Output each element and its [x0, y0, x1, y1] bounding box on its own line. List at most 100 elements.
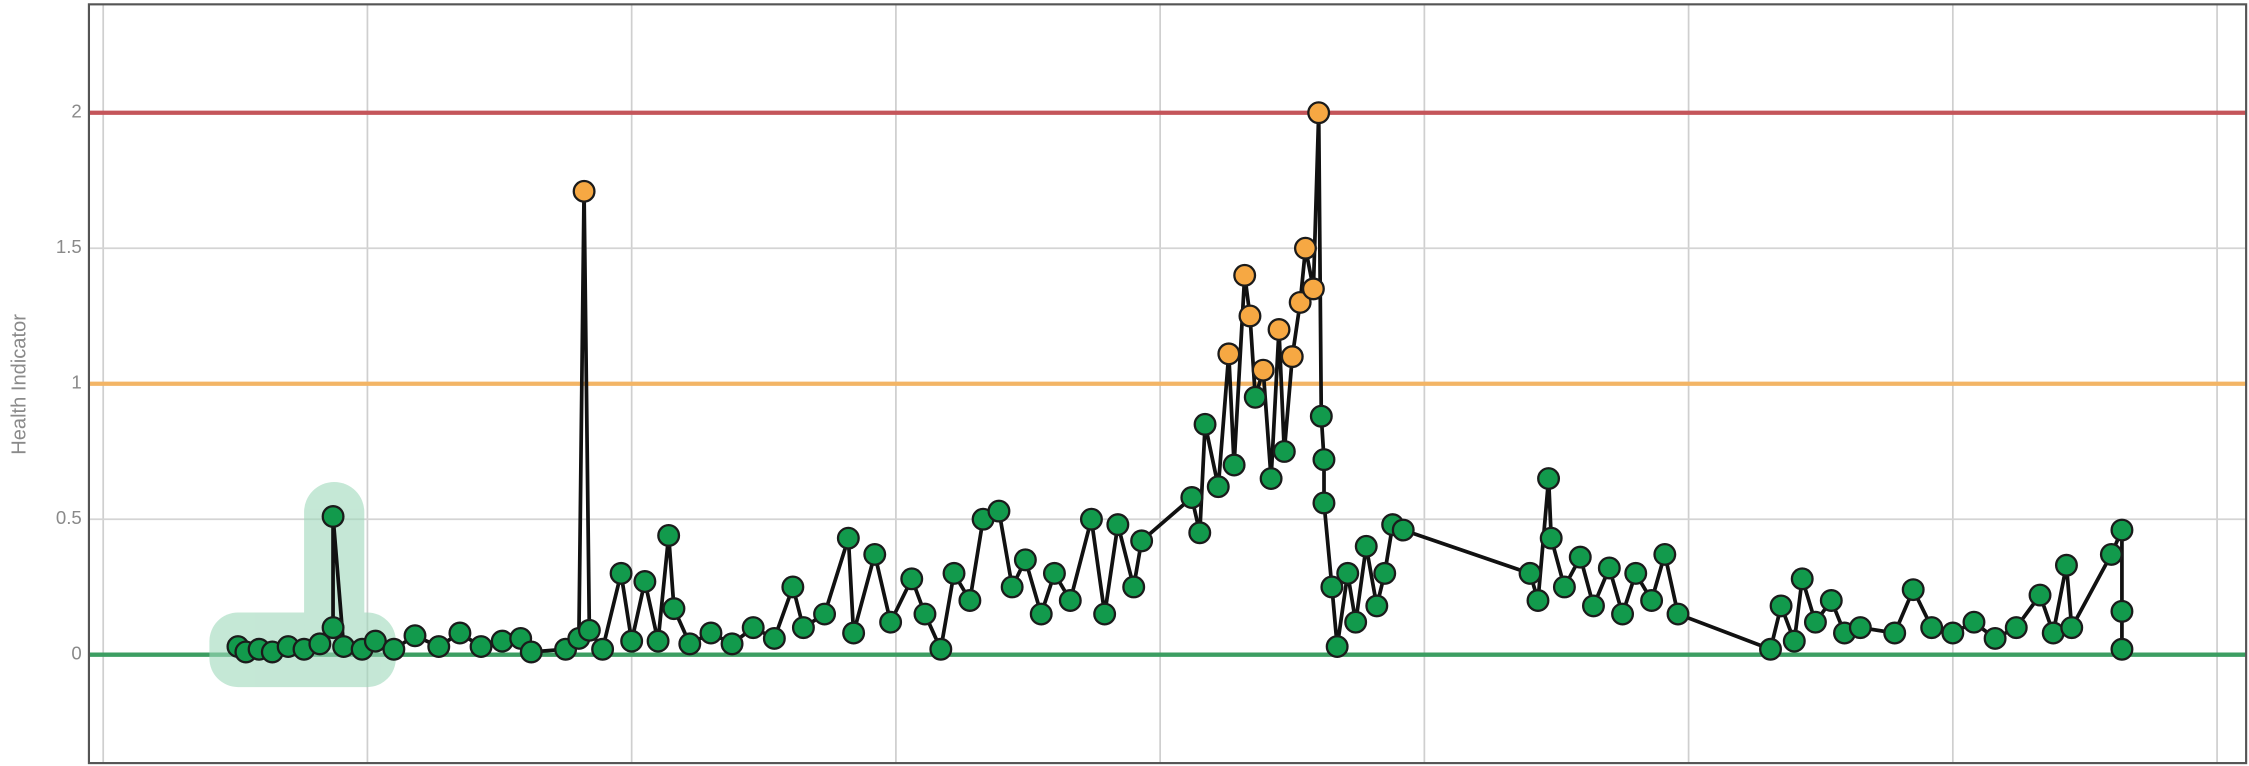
data-point	[813, 602, 837, 626]
data-point	[1093, 602, 1117, 626]
data-point	[1640, 589, 1664, 612]
data-point	[900, 567, 924, 591]
data-point	[1568, 545, 1592, 569]
data-point	[720, 632, 744, 656]
data-point	[1526, 589, 1550, 612]
data-point	[762, 626, 786, 650]
data-point	[646, 629, 670, 653]
y-tick-label: 2	[71, 101, 81, 122]
data-point	[577, 618, 601, 642]
data-point	[1365, 594, 1389, 618]
y-axis-title: Health Indicator	[8, 314, 30, 455]
data-point	[1941, 621, 1965, 645]
data-point	[2060, 616, 2084, 640]
plot-frame	[87, 3, 2248, 765]
data-point	[427, 635, 451, 659]
data-point	[1058, 589, 1082, 612]
data-point	[1597, 556, 1621, 580]
data-point	[1259, 467, 1283, 491]
data-point	[1238, 304, 1262, 328]
data-point	[1042, 561, 1066, 585]
data-point	[1267, 318, 1291, 341]
data-point	[741, 616, 765, 640]
data-point	[1000, 575, 1024, 599]
data-point	[1013, 548, 1037, 572]
data-point	[1391, 518, 1415, 542]
data-point	[1518, 561, 1542, 585]
data-point	[781, 575, 805, 599]
data-point	[1373, 561, 1397, 585]
data-point	[1312, 448, 1336, 472]
data-point	[1848, 616, 1872, 640]
data-point	[1106, 513, 1130, 537]
data-point	[321, 616, 345, 640]
data-point	[1624, 561, 1648, 585]
data-point	[699, 621, 723, 645]
data-point	[2054, 553, 2078, 577]
data-point	[1130, 529, 1154, 553]
data-point	[1883, 621, 1907, 645]
data-point	[332, 635, 356, 659]
data-point	[1122, 575, 1146, 599]
data-point	[1233, 263, 1257, 287]
data-point	[678, 632, 702, 656]
data-point	[1288, 290, 1312, 314]
data-point	[1759, 637, 1782, 661]
data-point	[863, 542, 887, 566]
data-point	[572, 179, 596, 203]
data-point	[1251, 358, 1275, 382]
data-point	[2004, 616, 2028, 640]
data-point	[929, 637, 953, 661]
data-point	[1079, 507, 1103, 531]
y-tick-label: 1	[71, 372, 81, 393]
data-point	[2028, 583, 2052, 607]
data-point	[1344, 610, 1368, 634]
data-point	[1581, 594, 1605, 618]
data-point	[633, 570, 657, 594]
data-point	[1325, 635, 1349, 659]
data-point	[1782, 629, 1806, 653]
data-point	[942, 561, 966, 585]
data-point	[1206, 475, 1230, 499]
data-point	[1180, 486, 1204, 510]
data-point	[1280, 345, 1304, 369]
data-point	[308, 632, 332, 656]
data-point	[842, 621, 866, 645]
data-point	[1312, 491, 1336, 515]
data-point	[2110, 599, 2134, 623]
data-point	[836, 526, 860, 550]
data-point	[958, 589, 982, 612]
data-point	[1309, 404, 1333, 428]
data-point	[1293, 236, 1317, 260]
data-point	[1539, 526, 1563, 550]
data-point	[1537, 467, 1561, 491]
data-point	[1354, 534, 1378, 558]
data-point	[879, 610, 903, 634]
data-point	[1222, 453, 1246, 477]
data-point	[1803, 610, 1827, 634]
data-point	[1336, 561, 1360, 585]
data-point	[321, 505, 345, 528]
data-point	[1301, 277, 1325, 301]
data-point	[791, 616, 815, 640]
data-point	[1611, 602, 1635, 626]
data-point	[1193, 412, 1217, 436]
y-tick-label: 0.5	[56, 507, 82, 528]
data-point	[1901, 578, 1925, 602]
data-point	[657, 523, 681, 547]
data-point	[609, 561, 633, 585]
data-point	[1920, 616, 1944, 640]
data-point	[363, 629, 387, 653]
data-point	[1243, 385, 1267, 409]
data-point	[1666, 602, 1690, 626]
data-point	[662, 597, 686, 621]
data-point	[1819, 589, 1843, 612]
data-point	[1769, 594, 1793, 618]
data-point	[1217, 342, 1241, 366]
data-point	[1320, 575, 1344, 599]
data-point	[519, 640, 543, 664]
data-point	[987, 499, 1011, 523]
y-tick-label: 1.5	[56, 236, 82, 257]
